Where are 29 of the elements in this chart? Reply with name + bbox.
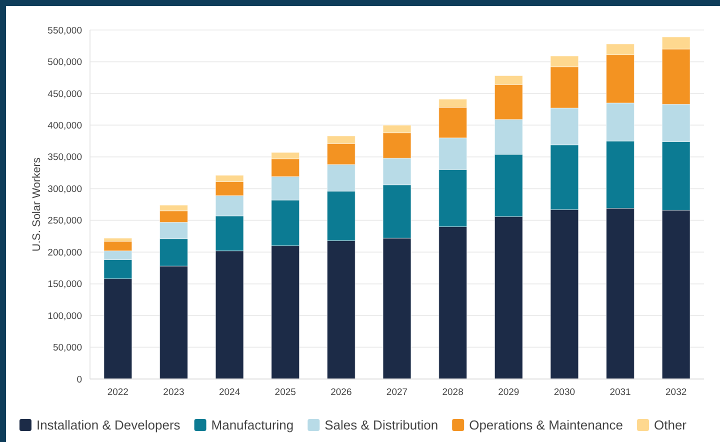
x-tick-label: 2032 — [666, 387, 687, 398]
legend-label: Installation & Developers — [36, 418, 181, 433]
y-tick-label: 100,000 — [48, 310, 82, 322]
y-tick-label: 0 — [76, 374, 82, 386]
x-tick-label: 2029 — [498, 387, 520, 398]
legend-label: Sales & Distribution — [324, 418, 438, 433]
x-tick-label: 2030 — [554, 387, 576, 398]
x-tick-label: 2022 — [107, 387, 128, 398]
y-tick-label: 150,000 — [48, 279, 82, 290]
y-axis-title: U.S. Solar Workers — [31, 157, 43, 252]
y-tick-label: 500,000 — [48, 57, 82, 68]
x-tick-label: 2026 — [330, 387, 352, 398]
x-tick-label: 2023 — [163, 387, 184, 398]
y-tick-label: 200,000 — [48, 247, 82, 258]
y-tick-label: 450,000 — [48, 88, 82, 100]
y-tick-label: 350,000 — [48, 152, 82, 164]
legend-label: Manufacturing — [211, 418, 294, 433]
y-tick-label: 50,000 — [52, 342, 82, 354]
x-tick-label: 2027 — [386, 387, 408, 398]
legend-label: Operations & Maintenance — [469, 418, 624, 433]
x-tick-label: 2024 — [218, 387, 240, 398]
x-tick-label: 2028 — [442, 387, 464, 398]
x-tick-label: 2031 — [610, 387, 631, 398]
y-tick-label: 400,000 — [48, 120, 82, 132]
x-tick-label: 2025 — [274, 387, 296, 398]
y-tick-label: 300,000 — [48, 184, 82, 195]
legend-label: Other — [654, 418, 688, 433]
y-tick-label: 250,000 — [48, 216, 82, 227]
y-tick-label: 550,000 — [48, 25, 82, 36]
